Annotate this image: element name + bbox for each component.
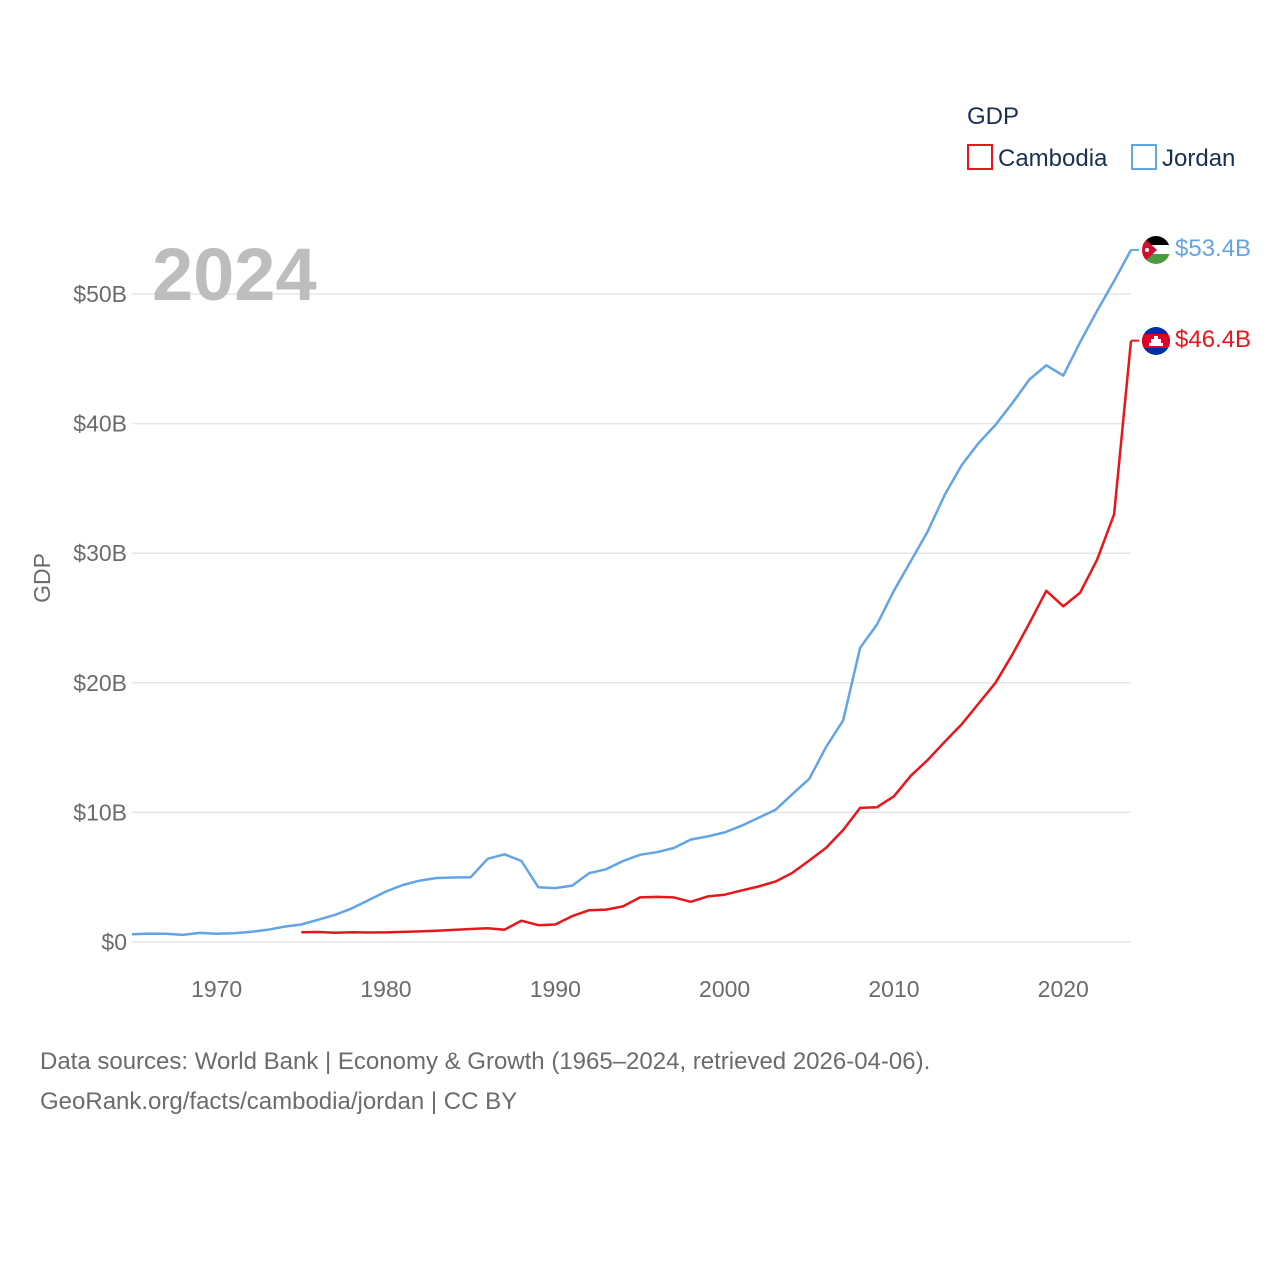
- series-lines: [131, 249, 1133, 937]
- end-label-cambodia: $46.4B: [1175, 326, 1251, 353]
- chart: $0 $10B $20B $30B $40B $50B 1970 1980 1990 2000 2…: [29, 103, 1251, 1002]
- y-tick-label: $40B: [73, 411, 127, 437]
- x-tick-label: 2020: [1038, 976, 1089, 1002]
- series-line-jordan[interactable]: [131, 249, 1133, 937]
- end-label-jordan: $53.4B: [1175, 235, 1251, 262]
- y-tick-label: $50B: [73, 281, 127, 307]
- license-note: GeoRank.org/facts/cambodia/jordan | CC B…: [40, 1088, 518, 1115]
- y-tick-label: $20B: [73, 670, 127, 696]
- end-markers: [1131, 248, 1139, 342]
- y-axis: $0 $10B $20B $30B $40B $50B: [73, 281, 127, 955]
- year-label: 2024: [152, 233, 317, 316]
- cambodia-flag-icon: [1142, 327, 1170, 355]
- legend-title: GDP: [967, 103, 1019, 130]
- x-tick-label: 1980: [360, 976, 411, 1002]
- x-tick-label: 2000: [699, 976, 750, 1002]
- source-note: Data sources: World Bank | Economy & Gro…: [40, 1048, 931, 1075]
- x-tick-label: 1970: [191, 976, 242, 1002]
- x-tick-label: 1990: [530, 976, 581, 1002]
- y-axis-title: GDP: [29, 553, 55, 603]
- legend-swatch-cambodia: [967, 144, 993, 170]
- legend-swatch-jordan: [1131, 144, 1157, 170]
- x-axis: 1970 1980 1990 2000 2010 2020: [191, 976, 1089, 1002]
- jordan-flag-icon: [1142, 236, 1170, 264]
- grid-lines: [132, 293, 1131, 943]
- legend-item-jordan[interactable]: Jordan: [1131, 144, 1235, 172]
- legend-item-cambodia[interactable]: Cambodia: [967, 144, 1108, 172]
- legend-label-cambodia: Cambodia: [998, 145, 1108, 172]
- y-tick-label: $30B: [73, 540, 127, 566]
- footer: Data sources: World Bank | Economy & Gro…: [40, 1042, 930, 1122]
- legend: GDP Cambodia Jordan: [967, 103, 1235, 172]
- series-line-cambodia[interactable]: [301, 340, 1133, 934]
- y-tick-label: $10B: [73, 799, 127, 825]
- x-tick-label: 2010: [868, 976, 919, 1002]
- legend-label-jordan: Jordan: [1162, 145, 1235, 172]
- y-tick-label: $0: [101, 929, 127, 955]
